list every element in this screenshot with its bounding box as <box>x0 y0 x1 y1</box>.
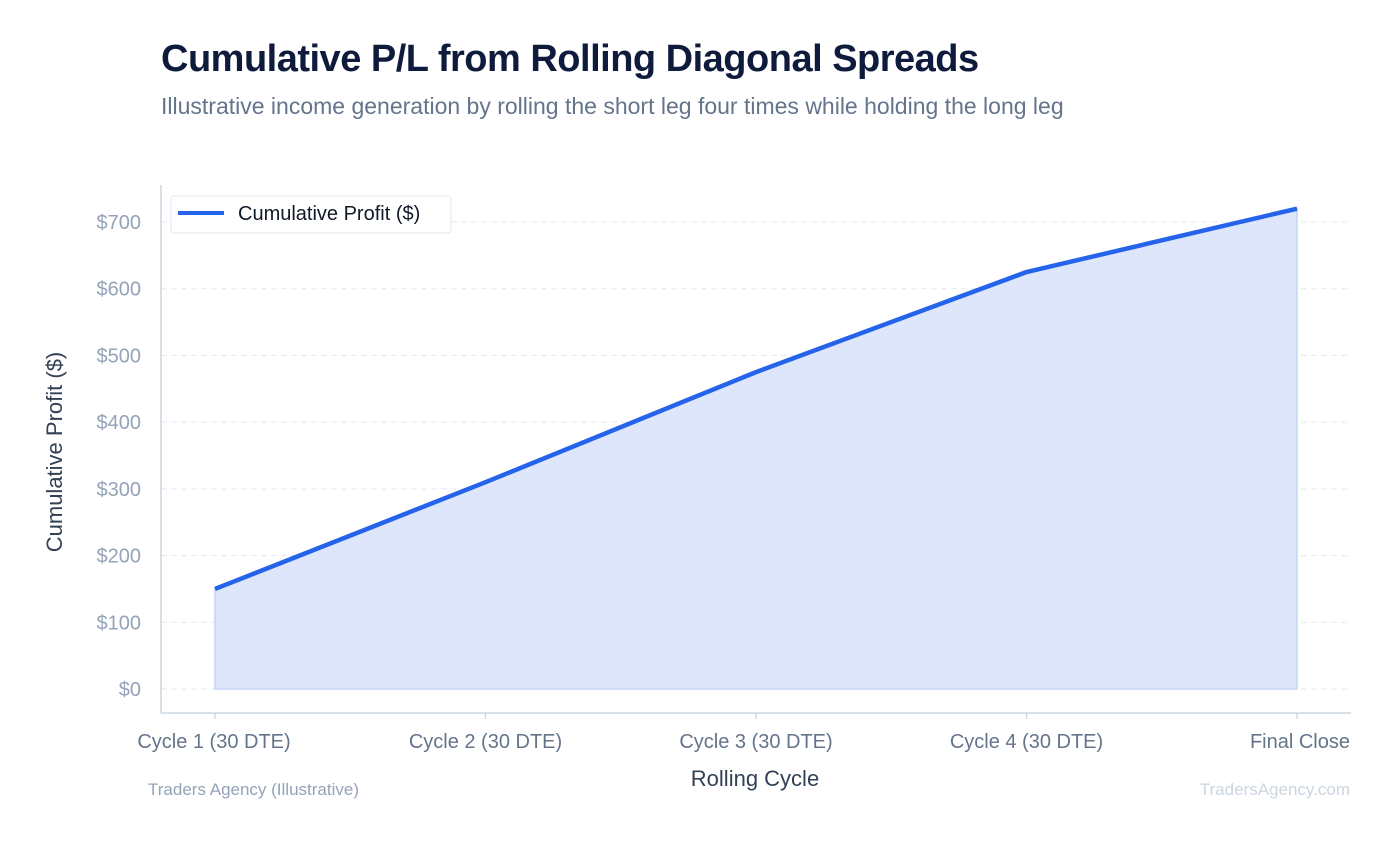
chart-subtitle: Illustrative income generation by rollin… <box>161 93 1064 119</box>
y-tick-label: $500 <box>97 345 142 367</box>
x-tick-label: Cycle 2 (30 DTE) <box>409 731 562 753</box>
footer-watermark: TradersAgency.com <box>1199 780 1350 799</box>
x-tick-label: Cycle 1 (30 DTE) <box>137 731 290 753</box>
footer-source: Traders Agency (Illustrative) <box>148 780 359 799</box>
chart-title: Cumulative P/L from Rolling Diagonal Spr… <box>161 38 979 80</box>
x-axis-title: Rolling Cycle <box>691 766 819 791</box>
x-tick-label: Final Close <box>1250 731 1350 753</box>
y-tick-label: $100 <box>97 612 142 634</box>
legend-label: Cumulative Profit ($) <box>238 203 420 225</box>
x-tick-label: Cycle 4 (30 DTE) <box>950 731 1103 753</box>
legend-box <box>170 195 452 234</box>
y-axis-title: Cumulative Profit ($) <box>42 352 67 553</box>
y-tick-label: $300 <box>97 479 142 501</box>
y-tick-label: $600 <box>97 279 142 301</box>
x-tick-label: Cycle 3 (30 DTE) <box>679 731 832 753</box>
y-tick-label: $400 <box>97 412 142 434</box>
y-tick-label: $700 <box>97 212 142 234</box>
legend: Cumulative Profit ($) <box>170 195 452 234</box>
y-tick-label: $0 <box>119 679 141 701</box>
y-tick-labels: $0 $100 $200 $300 $400 $500 $600 $700 <box>97 212 142 701</box>
series-line <box>214 206 1298 592</box>
y-tick-label: $200 <box>97 546 142 568</box>
x-tick-labels: Cycle 1 (30 DTE) Cycle 2 (30 DTE) Cycle 3 … <box>137 713 1350 753</box>
area-fill <box>214 207 1298 690</box>
